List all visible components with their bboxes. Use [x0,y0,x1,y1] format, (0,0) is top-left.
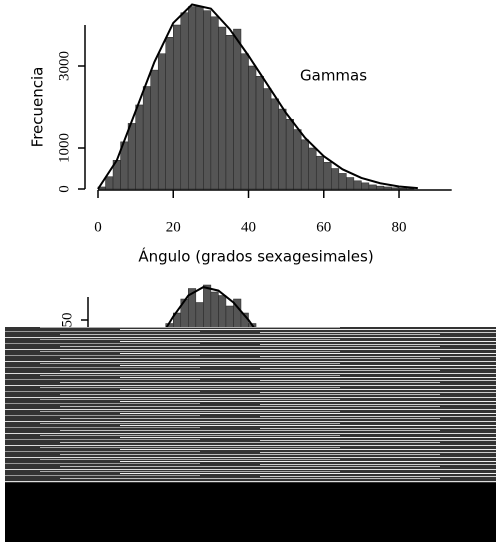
noise-band [5,327,496,483]
x-tick-label: 80 [392,219,407,235]
x-axis-label: Ángulo (grados sexagesimales) [138,247,373,266]
bar [180,12,189,190]
bar [240,53,249,190]
bar [195,6,204,190]
bar [293,129,302,190]
black-band [5,483,496,542]
bar [331,168,340,190]
bar [142,86,151,190]
bar [285,119,294,190]
x-tick-label: 20 [166,219,181,235]
bar [338,173,347,190]
bar [398,187,407,190]
bar [165,37,174,190]
bar [263,88,272,190]
y-axis-label: Frecuencia [29,67,47,148]
bar [270,98,279,190]
x-tick-label: 40 [241,219,256,235]
bar [368,184,377,190]
bar [376,185,385,190]
bar [361,182,370,190]
bar [218,26,227,190]
bar [255,76,264,190]
bar [188,6,197,190]
density-curve [157,286,257,342]
y-tick-label: 1000 [56,133,72,163]
bar [308,147,317,190]
bar [248,65,257,190]
bar [233,28,242,190]
bar [203,10,212,190]
bar [346,177,355,190]
bar [315,155,325,190]
chart: 0 1000 3000 0 20 40 60 80 Gammas Ángulo (grados s… [29,3,452,266]
bar [323,162,332,190]
y-tick-label: 3000 [56,51,72,81]
bar [173,24,182,190]
charts: 0 1000 3000 0 20 40 60 80 Gammas Ángulo (grados s… [29,3,452,356]
bar [391,187,400,190]
x-tick-label: 60 [316,219,331,235]
bar [150,69,159,190]
bar [210,16,219,190]
bar [383,186,392,190]
bar [157,53,166,190]
bar [278,108,287,190]
density-curve [97,3,418,190]
annotation: Gammas [300,67,367,85]
x-tick-label: 0 [94,219,102,235]
bar [127,123,136,190]
bar [105,176,114,190]
y-tick-label: 0 [56,185,72,193]
bar [225,35,234,190]
bar [135,104,144,190]
y-tick-label: 50 [59,313,75,328]
bar [353,180,362,190]
bar [300,139,309,190]
